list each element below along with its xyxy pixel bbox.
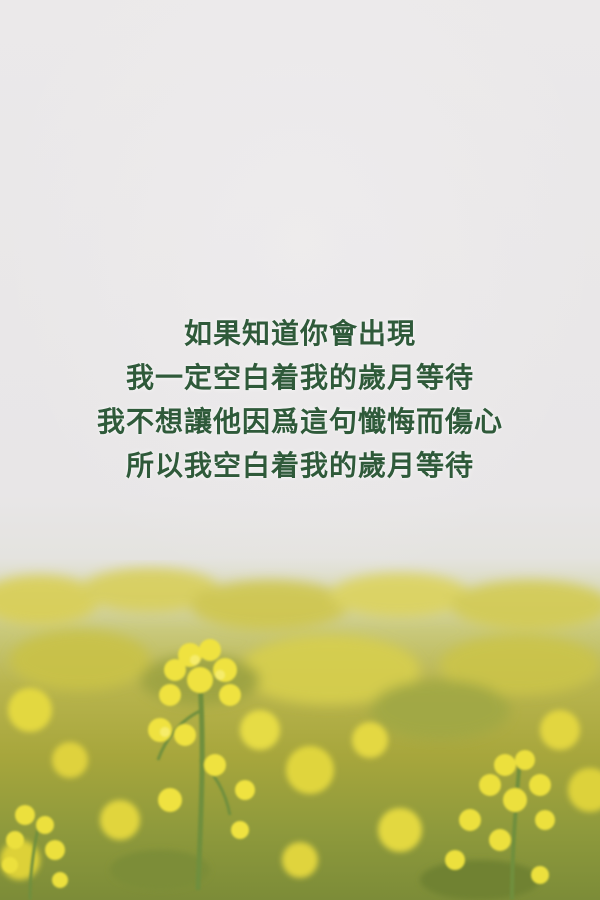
rapeseed-flower-field <box>0 560 600 900</box>
lyric-line: 如果知道你會出現 <box>183 317 416 350</box>
flower-field-illustration <box>0 568 600 900</box>
lyric-line: 我一定空白着我的歲月等待 <box>125 361 474 394</box>
lyric-line: 我不想讓他因爲這句懺悔而傷心 <box>96 405 503 438</box>
lyrics-text-block: 如果知道你會出現 我一定空白着我的歲月等待 我不想讓他因爲這句懺悔而傷心 所以我… <box>0 312 600 488</box>
sky-background <box>0 0 600 600</box>
lyric-line: 所以我空白着我的歲月等待 <box>125 449 474 482</box>
